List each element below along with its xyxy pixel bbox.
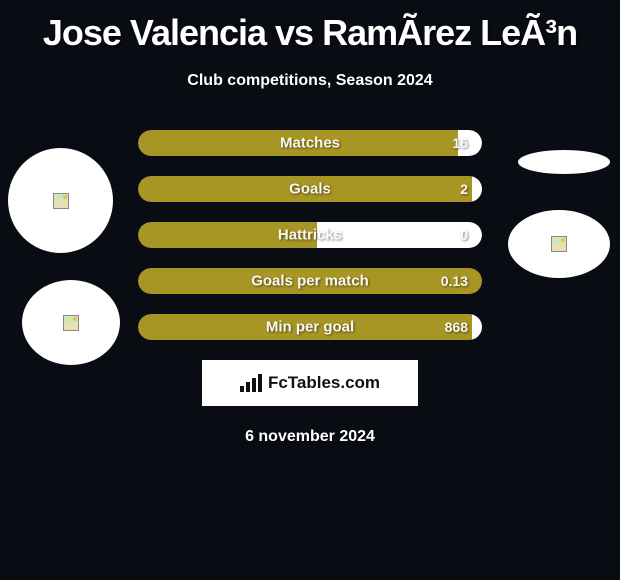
bar-value: 0.13 <box>441 273 468 289</box>
bars-chart-icon <box>240 374 262 392</box>
footer-date: 6 november 2024 <box>0 428 620 446</box>
page-subtitle: Club competitions, Season 2024 <box>0 72 620 90</box>
stat-bar: Hattricks 0 <box>138 222 482 248</box>
stat-bar: Matches 16 <box>138 130 482 156</box>
bar-value: 868 <box>445 319 468 335</box>
player-avatar-right-1 <box>518 150 610 174</box>
bar-label: Min per goal <box>266 319 354 336</box>
broken-image-icon <box>53 193 69 209</box>
bar-value: 0 <box>460 227 468 243</box>
branding-box: FcTables.com <box>202 360 418 406</box>
bar-label: Hattricks <box>278 227 342 244</box>
broken-image-icon <box>551 236 567 252</box>
stat-bar: Goals 2 <box>138 176 482 202</box>
page-title: Jose Valencia vs RamÃ­rez LeÃ³n <box>0 0 620 54</box>
logo-text: FcTables.com <box>268 373 380 393</box>
player-avatar-left-1 <box>8 148 113 253</box>
broken-image-icon <box>63 315 79 331</box>
bar-value: 2 <box>460 181 468 197</box>
bar-remainder <box>472 314 482 340</box>
player-avatar-right-2 <box>508 210 610 278</box>
bar-label: Matches <box>280 135 340 152</box>
content-area: Matches 16 Goals 2 Hattricks 0 Goals per… <box>0 130 620 446</box>
bar-remainder <box>472 176 482 202</box>
bar-label: Goals per match <box>251 273 369 290</box>
bar-label: Goals <box>289 181 331 198</box>
stat-bar: Goals per match 0.13 <box>138 268 482 294</box>
player-avatar-left-2 <box>22 280 120 365</box>
stats-bars: Matches 16 Goals 2 Hattricks 0 Goals per… <box>138 130 482 340</box>
stat-bar: Min per goal 868 <box>138 314 482 340</box>
bar-value: 16 <box>452 135 468 151</box>
